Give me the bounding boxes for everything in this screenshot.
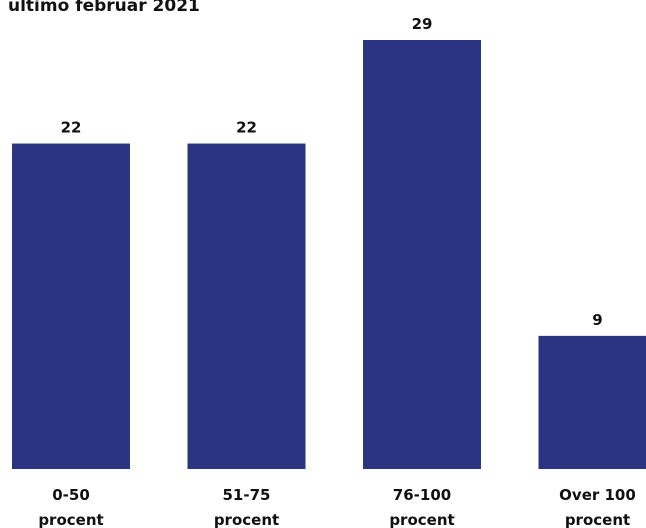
value-label-3: 29	[412, 15, 433, 33]
bar-1	[12, 143, 130, 469]
bar-3	[363, 40, 481, 469]
value-labels-layer: 22 22 29 9	[61, 15, 603, 329]
category-label-4-line-1: Over 100	[559, 486, 636, 504]
category-label-2-line-1: 51-75	[223, 486, 271, 504]
category-label-1-line-2: procent	[38, 511, 103, 528]
category-labels-layer: 0-50 procent 51-75 procent 76-100 procent Over…	[38, 486, 636, 528]
category-label-3-line-2: procent	[389, 511, 454, 528]
category-label-1-line-1: 0-50	[52, 486, 90, 504]
bar-2	[187, 143, 306, 469]
category-label-2-line-2: procent	[214, 511, 279, 528]
chart-title: ultimo februar 2021	[8, 0, 200, 16]
bars-layer	[12, 40, 646, 469]
value-label-1: 22	[61, 119, 82, 137]
bar-4	[538, 335, 646, 469]
category-label-4-line-2: procent	[565, 511, 630, 528]
value-label-2: 22	[236, 119, 257, 137]
value-label-4: 9	[592, 311, 602, 329]
category-label-3-line-1: 76-100	[393, 486, 451, 504]
